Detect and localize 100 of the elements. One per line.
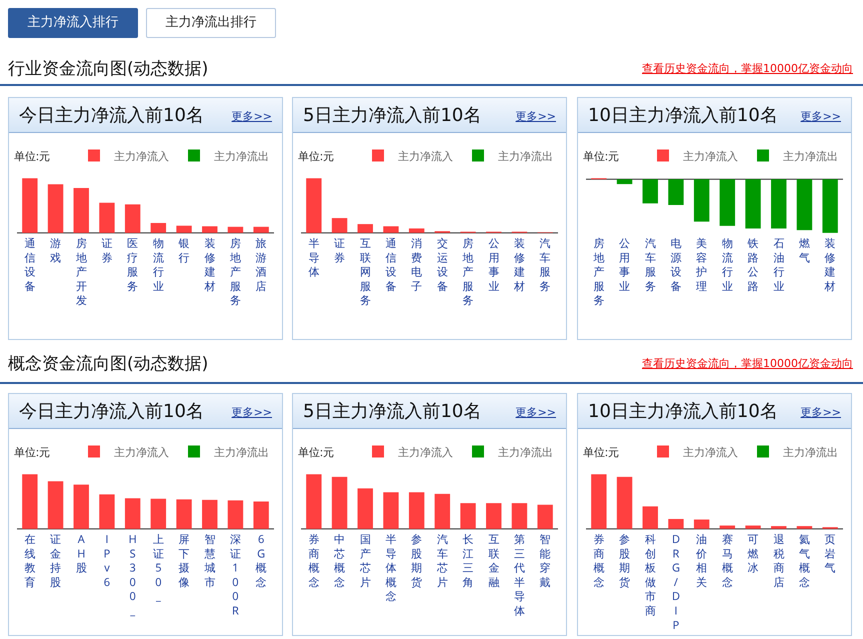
- x-tick-label: 互联金融: [488, 532, 500, 590]
- x-tick-label: IPv6: [104, 532, 111, 590]
- x-tick-label: 券商概念: [308, 532, 320, 590]
- x-tick-label: 页岩气: [824, 532, 836, 576]
- x-tick-label: 参股期货: [619, 532, 630, 590]
- x-tick-label: 深证100R: [230, 532, 241, 618]
- bar: [253, 226, 269, 233]
- x-tick-label: 通信设备: [24, 236, 36, 294]
- x-tick-label: 铁路公路: [746, 236, 759, 294]
- x-tick-label: 银行: [178, 236, 190, 266]
- bar: [408, 228, 424, 233]
- legend-label: 主力净流出: [783, 444, 838, 460]
- chart-title: 今日主力净流入前10名: [19, 104, 204, 127]
- legend-label: 主力净流出: [498, 148, 553, 164]
- x-tick-label: 装修建材: [203, 236, 216, 294]
- x-tick-label: 房地产服务: [462, 236, 474, 308]
- chart-title: 5日主力净流入前10名: [303, 104, 482, 127]
- bar: [99, 202, 115, 233]
- bar: [796, 526, 812, 529]
- x-tick-label: 游戏: [50, 236, 62, 266]
- x-tick-label: 智慧城市: [203, 532, 216, 590]
- text: 单位:元: [14, 149, 50, 164]
- text: 更多>>: [800, 405, 841, 420]
- text: 主力净流出排行: [146, 8, 276, 38]
- x-tick-label: 智能穿戴: [540, 532, 551, 590]
- x-tick-label: 第三代半导体: [512, 532, 525, 618]
- x-tick-label: 汽车芯片: [436, 532, 448, 590]
- text: 查看历史资金流向，掌握10000亿资金动向: [642, 356, 853, 371]
- bar: [99, 494, 115, 529]
- x-tick-label: 燃气: [798, 236, 810, 266]
- x-tick-label: 公用事业: [619, 236, 630, 294]
- bar: [383, 226, 399, 233]
- x-tick-label: 证券: [334, 236, 346, 266]
- bar: [228, 226, 244, 233]
- bar: [253, 502, 269, 529]
- x-tick-label: 中芯概念: [333, 532, 346, 590]
- bar: [74, 188, 89, 233]
- bar: [642, 506, 658, 529]
- chart-title: 5日主力净流入前10名: [303, 400, 482, 423]
- bar: [306, 474, 322, 529]
- x-tick-label: 交运设备: [436, 236, 448, 294]
- x-tick-label: 上证50_: [152, 532, 164, 604]
- bar: [332, 476, 348, 529]
- x-tick-label: 半导体: [308, 236, 320, 280]
- bar: [124, 204, 140, 233]
- bar: [176, 226, 192, 233]
- bar: [383, 492, 399, 529]
- x-tick-label: 医疗服务: [127, 236, 138, 294]
- bar: [408, 492, 424, 529]
- x-tick-label: 公用事业: [488, 236, 500, 294]
- x-tick-label: 房地产开发: [74, 236, 87, 308]
- x-tick-label: 赛马概念: [722, 532, 733, 590]
- bar: [124, 498, 140, 529]
- bar: [150, 222, 166, 233]
- text: 更多>>: [800, 109, 841, 124]
- legend-label: 主力净流出: [214, 148, 269, 164]
- x-tick-label: 6G概念: [256, 532, 267, 590]
- bar: [591, 474, 607, 529]
- text: 单位:元: [298, 445, 334, 460]
- x-tick-label: 在线教育: [24, 532, 36, 590]
- bar: [48, 481, 64, 529]
- legend-label: 主力净流入: [114, 148, 169, 164]
- x-tick-label: 石油行业: [773, 236, 784, 294]
- legend-label: 主力净流出: [498, 444, 553, 460]
- x-tick-label: 电源设备: [670, 236, 682, 294]
- text: 单位:元: [583, 149, 619, 164]
- x-tick-label: 装修建材: [824, 236, 836, 294]
- x-tick-label: 科创板做市商: [644, 532, 656, 618]
- legend-label: 主力净流入: [114, 444, 169, 460]
- bar: [48, 184, 64, 233]
- x-tick-label: 房地产服务: [228, 236, 241, 308]
- bar: [358, 224, 373, 233]
- bar: [150, 498, 166, 529]
- text: 查看历史资金流向，掌握10000亿资金动向: [642, 61, 853, 76]
- x-tick-label: 通信设备: [385, 236, 396, 294]
- bar: [332, 218, 348, 233]
- bar: [202, 226, 218, 233]
- text: 更多>>: [232, 109, 272, 124]
- chart-title: 10日主力净流入前10名: [588, 104, 778, 127]
- chart-title: 10日主力净流入前10名: [588, 400, 778, 423]
- x-tick-label: 券商概念: [593, 532, 604, 590]
- text: 更多>>: [516, 109, 556, 124]
- x-tick-label: 美容护理: [695, 236, 708, 294]
- x-tick-label: 装修建材: [512, 236, 525, 294]
- text: 更多>>: [516, 405, 556, 420]
- legend-label: 主力净流入: [683, 148, 738, 164]
- x-tick-label: 汽车服务: [540, 236, 551, 294]
- x-tick-label: 国产芯片: [358, 532, 371, 590]
- x-tick-label: 长江三角: [462, 532, 474, 590]
- x-tick-label: 互联网服务: [360, 236, 371, 308]
- legend-label: 主力净流出: [214, 444, 269, 460]
- bar: [306, 178, 322, 233]
- text: 概念资金流向图(动态数据): [8, 353, 208, 375]
- x-tick-label: HS300_: [128, 532, 137, 618]
- bar: [771, 526, 786, 529]
- x-tick-label: 证券: [101, 236, 112, 266]
- text: 行业资金流向图(动态数据): [8, 58, 208, 80]
- bar: [745, 526, 761, 529]
- bar: [512, 503, 528, 529]
- bar: [668, 518, 684, 529]
